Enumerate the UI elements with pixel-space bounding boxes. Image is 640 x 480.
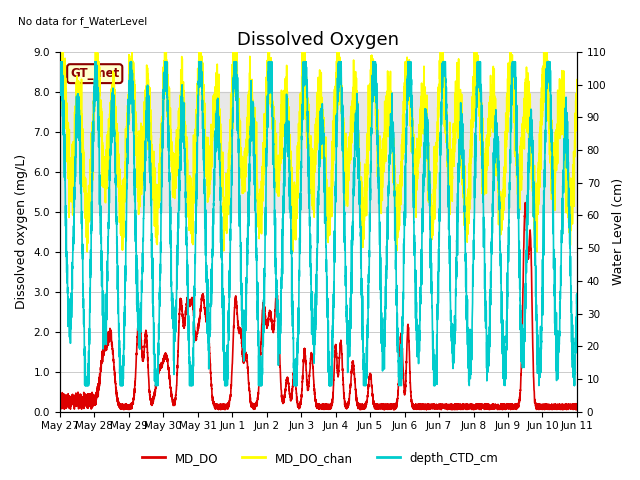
MD_DO_chan xyxy=(253,194,261,200)
MD_DO_chan xyxy=(442,100,450,106)
depth_CTD_cm xyxy=(81,383,89,388)
Legend: MD_DO, MD_DO_chan, depth_CTD_cm: MD_DO, MD_DO_chan, depth_CTD_cm xyxy=(137,447,503,469)
Line: MD_DO_chan: MD_DO_chan xyxy=(60,52,577,252)
Line: MD_DO: MD_DO xyxy=(60,203,577,409)
MD_DO_chan xyxy=(83,249,91,255)
MD_DO xyxy=(442,403,450,408)
Text: GT_met: GT_met xyxy=(70,67,120,80)
depth_CTD_cm xyxy=(253,310,261,315)
MD_DO_chan xyxy=(56,49,64,55)
MD_DO xyxy=(150,392,157,398)
MD_DO_chan xyxy=(481,162,489,168)
MD_DO_chan xyxy=(56,92,63,98)
MD_DO xyxy=(366,373,374,379)
Bar xyxy=(60,92,577,212)
depth_CTD_cm xyxy=(366,175,374,181)
Line: depth_CTD_cm: depth_CTD_cm xyxy=(60,62,577,385)
depth_CTD_cm xyxy=(392,302,400,308)
MD_DO xyxy=(481,404,489,410)
depth_CTD_cm xyxy=(481,299,489,305)
depth_CTD_cm xyxy=(57,59,65,65)
MD_DO_chan xyxy=(573,113,581,119)
Text: No data for f_WaterLevel: No data for f_WaterLevel xyxy=(19,16,148,27)
Y-axis label: Dissolved oxygen (mg/L): Dissolved oxygen (mg/L) xyxy=(15,154,28,310)
MD_DO xyxy=(392,401,400,407)
depth_CTD_cm xyxy=(56,60,63,66)
depth_CTD_cm xyxy=(442,76,450,82)
MD_DO xyxy=(253,398,261,404)
depth_CTD_cm xyxy=(150,320,158,326)
Y-axis label: Water Level (cm): Water Level (cm) xyxy=(612,178,625,286)
MD_DO xyxy=(522,200,529,205)
MD_DO xyxy=(381,407,388,412)
MD_DO_chan xyxy=(392,200,400,206)
MD_DO_chan xyxy=(366,91,374,96)
MD_DO xyxy=(573,407,581,412)
MD_DO_chan xyxy=(150,192,158,198)
MD_DO xyxy=(56,405,63,411)
depth_CTD_cm xyxy=(573,309,581,314)
Title: Dissolved Oxygen: Dissolved Oxygen xyxy=(237,31,399,49)
